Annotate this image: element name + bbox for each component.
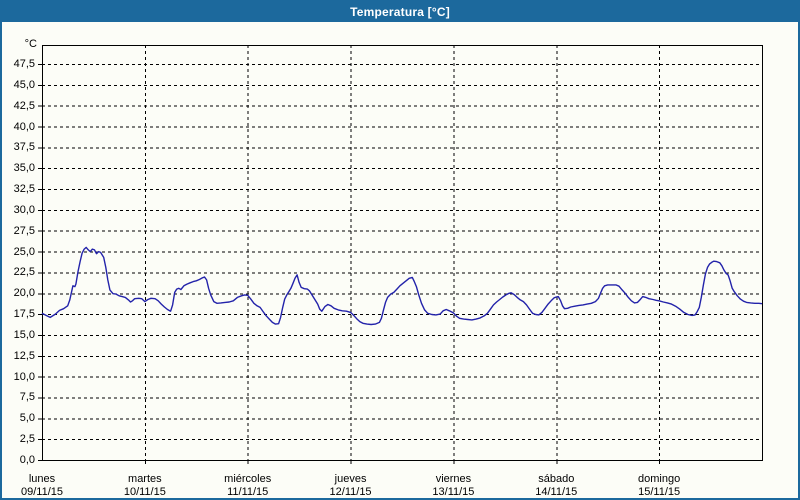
y-axis-tick-label: 2,5	[19, 433, 35, 446]
y-axis-tick-label: 20,0	[13, 287, 35, 300]
y-axis-tick-label: 12,5	[13, 349, 35, 362]
x-axis-day-label: miércoles 11/11/15	[196, 473, 300, 499]
y-axis-tick-label: 45,0	[13, 78, 35, 91]
x-axis-day-date: 10/11/15	[123, 486, 166, 498]
y-axis-tick-label: 47,5	[13, 58, 35, 70]
y-axis-tick-label: 7,5	[19, 391, 35, 404]
x-axis-day-date: 13/11/15	[432, 486, 475, 498]
plot-frame	[42, 45, 763, 461]
plot-svg	[38, 45, 763, 464]
x-axis-day-name: viernes	[435, 473, 472, 485]
x-axis-day-label: jueves 12/11/15	[299, 473, 403, 499]
chart-area: °C 0,0 2,5 5,0 7,5 10,0 12,5 15,0 17,5 20,0 22,5 2…	[2, 22, 798, 498]
x-axis-day-label: lunes 09/11/15	[0, 473, 94, 499]
y-axis-unit-label: °C	[24, 38, 37, 50]
x-axis-day-label: martes 10/11/15	[93, 473, 197, 499]
x-axis-day-label: domingo 15/11/15	[607, 473, 711, 499]
x-axis-day-date: 15/11/15	[638, 486, 681, 498]
y-axis-tick-label: 15,0	[13, 328, 35, 341]
x-axis-day-name: martes	[128, 473, 162, 485]
y-axis-tick-label: 17,5	[13, 308, 35, 321]
x-axis-day-date: 14/11/15	[535, 486, 578, 498]
y-axis-tick-label: 22,5	[13, 266, 35, 279]
x-axis-day-date: 09/11/15	[20, 486, 63, 498]
x-axis-day-date: 12/11/15	[329, 486, 372, 498]
x-axis-day-name: sábado	[538, 473, 575, 485]
y-axis-tick-label: 27,5	[13, 224, 35, 237]
window-title: Temperatura [°C]	[350, 5, 450, 19]
x-axis-day-name: domingo	[638, 473, 681, 485]
title-bar: Temperatura [°C]	[2, 2, 798, 22]
y-axis-tick-label: 37,5	[13, 141, 35, 154]
y-axis-tick-label: 0,0	[19, 454, 35, 466]
temperature-line	[41, 246, 763, 326]
y-axis-tick-label: 5,0	[19, 412, 35, 425]
x-axis-day-label: sábado 14/11/15	[504, 473, 608, 499]
x-axis-day-date: 11/11/15	[227, 486, 269, 498]
x-axis-day-name: miércoles	[224, 473, 272, 485]
x-axis-day-name: jueves	[334, 473, 367, 485]
y-axis-tick-label: 32,5	[13, 183, 35, 196]
y-axis-tick-label: 10,0	[13, 370, 35, 383]
x-axis-day-label: viernes 13/11/15	[401, 473, 505, 499]
x-axis-day-name: lunes	[28, 473, 56, 485]
y-axis-tick-label: 35,0	[13, 162, 35, 175]
y-axis-tick-label: 42,5	[13, 99, 35, 112]
y-axis-tick-label: 25,0	[13, 245, 35, 258]
y-axis-tick-label: 40,0	[13, 120, 35, 133]
y-axis-tick-label: 30,0	[13, 203, 35, 216]
